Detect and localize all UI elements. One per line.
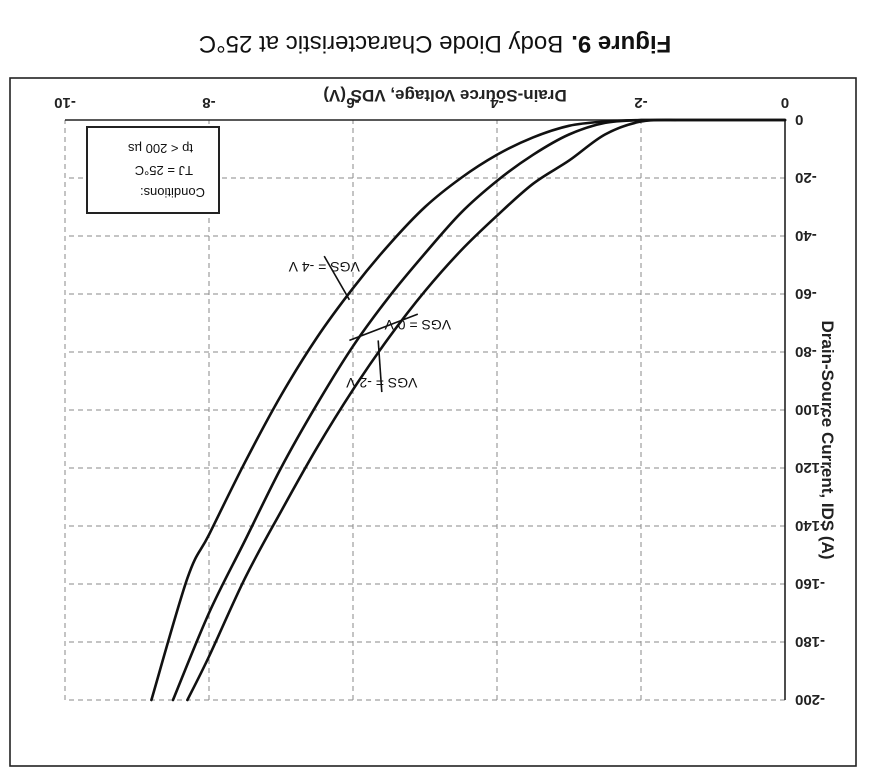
conditions-line-tp: tp < 200 µs bbox=[128, 141, 193, 156]
y-tick-label: -80 bbox=[795, 343, 817, 360]
x-axis-title: Drain-Source Voltage, VDS (V) bbox=[323, 86, 566, 105]
series-line-0 bbox=[150, 118, 787, 702]
y-tick-label: -120 bbox=[795, 459, 825, 476]
y-tick-label: 0 bbox=[795, 111, 803, 128]
annotation-label-2: VGS = -4 V bbox=[288, 259, 360, 275]
y-tick-label: -160 bbox=[795, 575, 825, 592]
grid-lines bbox=[64, 119, 786, 701]
figure-label: Figure 9. bbox=[571, 30, 671, 57]
y-tick-label: -140 bbox=[795, 517, 825, 534]
series-annotations: VGS = -2 V VGS = 0 V VGS = -4 V bbox=[288, 255, 451, 393]
y-tick-labels: 0 -20 -40 -60 -80 -100 -120 -140 -160 -180 -200 bbox=[795, 111, 825, 708]
x-tick-label: -4 bbox=[490, 94, 504, 111]
series-line-1 bbox=[171, 118, 787, 702]
y-tick-label: -40 bbox=[795, 227, 817, 244]
conditions-box: Conditions: TJ = 25°C tp < 200 µs bbox=[86, 126, 220, 214]
x-tick-label: -2 bbox=[634, 94, 647, 111]
annotation-leader bbox=[349, 313, 419, 342]
annotation-leader bbox=[323, 255, 351, 301]
x-tick-label: -8 bbox=[202, 94, 215, 111]
y-tick-label: -180 bbox=[795, 633, 825, 650]
x-tick-label: 0 bbox=[781, 94, 789, 111]
annotation-label-0: VGS = -2 V bbox=[346, 375, 418, 391]
series-lines bbox=[150, 118, 787, 702]
y-tick-label: -20 bbox=[795, 169, 817, 186]
conditions-title: Conditions: bbox=[140, 185, 205, 200]
x-tick-labels: 0 -2 -4 -6 -8 -10 bbox=[54, 94, 789, 111]
figure-caption: Body Diode Characteristic at 25°C bbox=[199, 30, 563, 57]
conditions-line-tj: TJ = 25°C bbox=[135, 163, 193, 178]
y-tick-label: -100 bbox=[795, 401, 825, 418]
x-tick-label: -10 bbox=[54, 94, 76, 111]
annotation-label-1: VGS = 0 V bbox=[384, 317, 451, 333]
y-axis-title: Drain-Source Current, IDS (A) bbox=[818, 321, 837, 560]
conditions-frame bbox=[86, 126, 220, 214]
x-tick-label: -6 bbox=[346, 94, 359, 111]
annotation-leader bbox=[377, 340, 383, 393]
y-tick-label: -60 bbox=[795, 285, 817, 302]
y-tick-label: -200 bbox=[795, 691, 825, 708]
figure-title: Figure 9. Body Diode Characteristic at 25… bbox=[199, 30, 671, 57]
series-line-2 bbox=[186, 118, 787, 702]
